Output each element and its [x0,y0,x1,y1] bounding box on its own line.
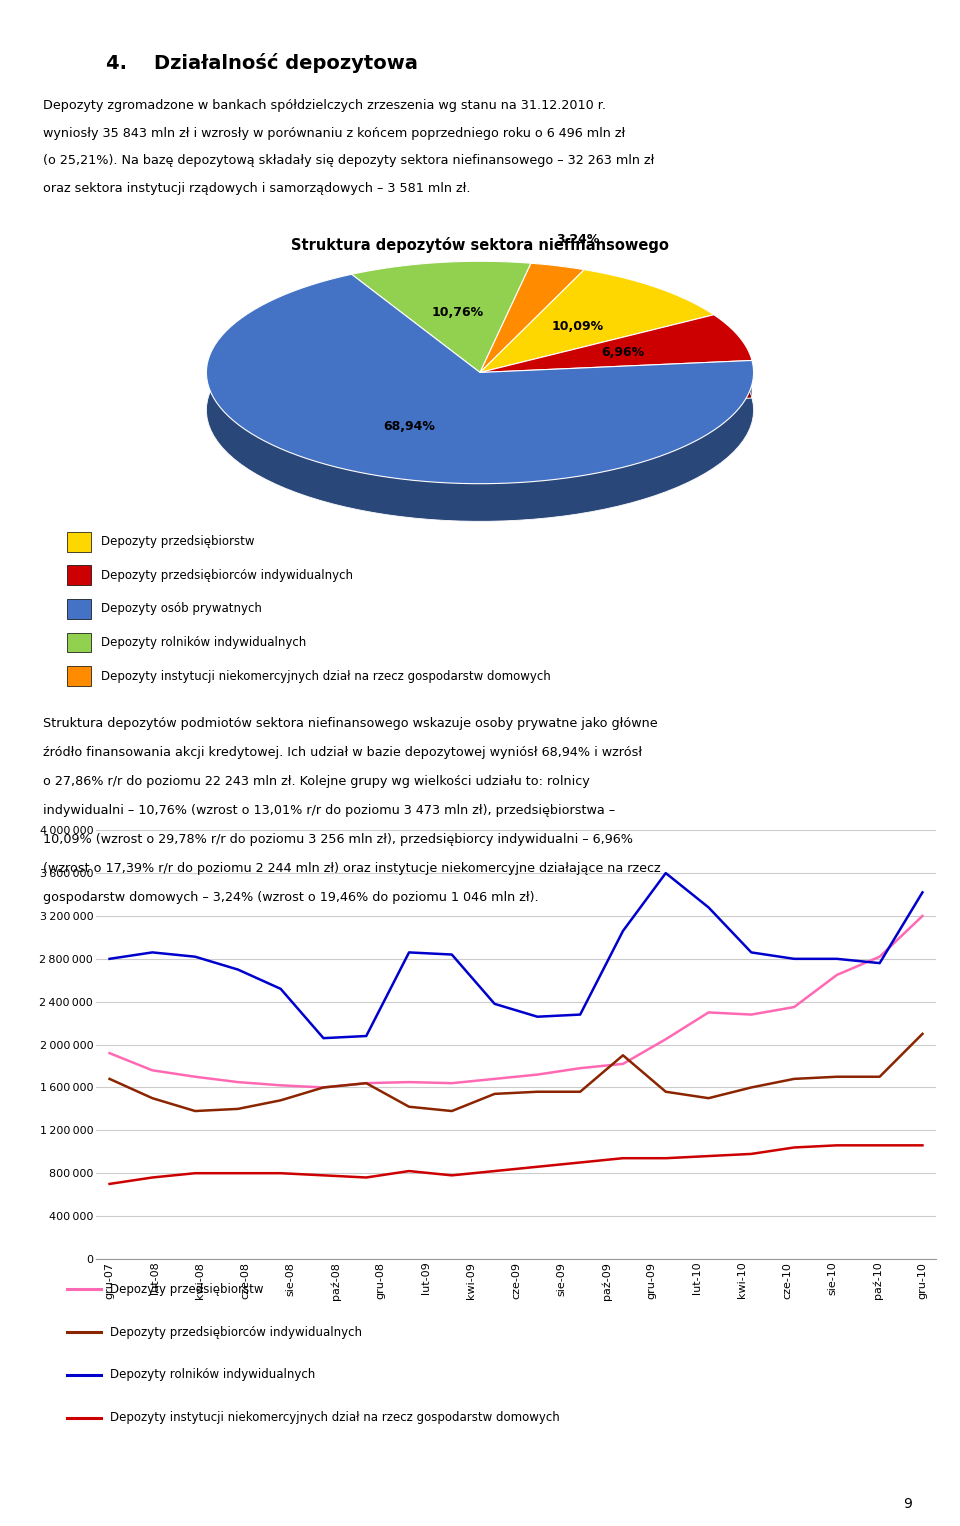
Text: (wzrost o 17,39% r/r do poziomu 2 244 mln zł) oraz instytucje niekomercyjne dzia: (wzrost o 17,39% r/r do poziomu 2 244 ml… [43,862,660,876]
Text: Depozyty instytucji niekomercyjnych dział na rzecz gospodarstw domowych: Depozyty instytucji niekomercyjnych dzia… [101,670,550,682]
Text: 10,09%: 10,09% [552,319,604,333]
Polygon shape [531,262,585,307]
Text: Depozyty przedsiębiorstw: Depozyty przedsiębiorstw [101,536,254,548]
Text: Depozyty rolników indywidualnych: Depozyty rolników indywidualnych [101,636,306,649]
Text: wyniosły 35 843 mln zł i wzrosły w porównaniu z końcem poprzedniego roku o 6 496: wyniosły 35 843 mln zł i wzrosły w porów… [43,127,626,140]
Text: (o 25,21%). Na bazę depozytową składały się depozyty sektora niefinansowego – 32: (o 25,21%). Na bazę depozytową składały … [43,154,655,168]
Polygon shape [206,311,754,522]
Text: 10,76%: 10,76% [431,305,484,319]
Text: źródło finansowania akcji kredytowej. Ich udział w bazie depozytowej wyniósł 68,: źródło finansowania akcji kredytowej. Ic… [43,746,642,760]
Text: Depozyty osób prywatnych: Depozyty osób prywatnych [101,603,262,615]
Text: 10,09% (wzrost o 29,78% r/r do poziomu 3 256 mln zł), przedsiębiorcy indywidualn: 10,09% (wzrost o 29,78% r/r do poziomu 3… [43,833,634,847]
Text: Struktura depozytów podmiotów sektora niefinansowego wskazuje osoby prywatne jak: Struktura depozytów podmiotów sektora ni… [43,717,658,731]
Text: Struktura depozytów sektora niefinansowego: Struktura depozytów sektora niefinansowe… [291,237,669,252]
Text: o 27,86% r/r do poziomu 22 243 mln zł. Kolejne grupy wg wielkości udziału to: ro: o 27,86% r/r do poziomu 22 243 mln zł. K… [43,775,590,789]
Polygon shape [585,270,714,353]
Text: 4.    Działalność depozytowa: 4. Działalność depozytowa [106,53,418,73]
Polygon shape [351,299,531,410]
Text: gospodarstw domowych – 3,24% (wzrost o 19,46% do poziomu 1 046 mln zł).: gospodarstw domowych – 3,24% (wzrost o 1… [43,891,539,905]
Polygon shape [351,261,531,372]
Text: 9: 9 [903,1497,912,1511]
Text: Depozyty instytucji niekomercyjnych dział na rzecz gospodarstw domowych: Depozyty instytucji niekomercyjnych dzia… [110,1412,560,1424]
Polygon shape [351,261,531,311]
Polygon shape [480,353,752,410]
Polygon shape [480,262,585,372]
Text: Depozyty przedsiębiorców indywidualnych: Depozyty przedsiębiorców indywidualnych [110,1326,362,1338]
Polygon shape [480,307,714,410]
Text: Depozyty przedsiębiorców indywidualnych: Depozyty przedsiębiorców indywidualnych [101,569,353,581]
Text: Depozyty zgromadzone w bankach spółdzielczych zrzeszenia wg stanu na 31.12.2010 : Depozyty zgromadzone w bankach spółdziel… [43,99,606,113]
Text: oraz sektora instytucji rządowych i samorządowych – 3 581 mln zł.: oraz sektora instytucji rządowych i samo… [43,182,470,195]
Text: 6,96%: 6,96% [601,346,644,359]
Text: indywidualni – 10,76% (wzrost o 13,01% r/r do poziomu 3 473 mln zł), przedsiębio: indywidualni – 10,76% (wzrost o 13,01% r… [43,804,615,818]
Text: Depozyty rolników indywidualnych: Depozyty rolników indywidualnych [110,1369,316,1381]
Polygon shape [714,314,752,398]
Polygon shape [480,270,714,372]
Polygon shape [206,275,754,484]
Polygon shape [480,314,752,372]
Text: Depozyty przedsiębiorstw: Depozyty przedsiębiorstw [110,1283,264,1296]
Text: 68,94%: 68,94% [384,420,436,433]
Polygon shape [480,301,585,410]
Text: 3,24%: 3,24% [556,233,599,246]
Polygon shape [206,275,754,522]
